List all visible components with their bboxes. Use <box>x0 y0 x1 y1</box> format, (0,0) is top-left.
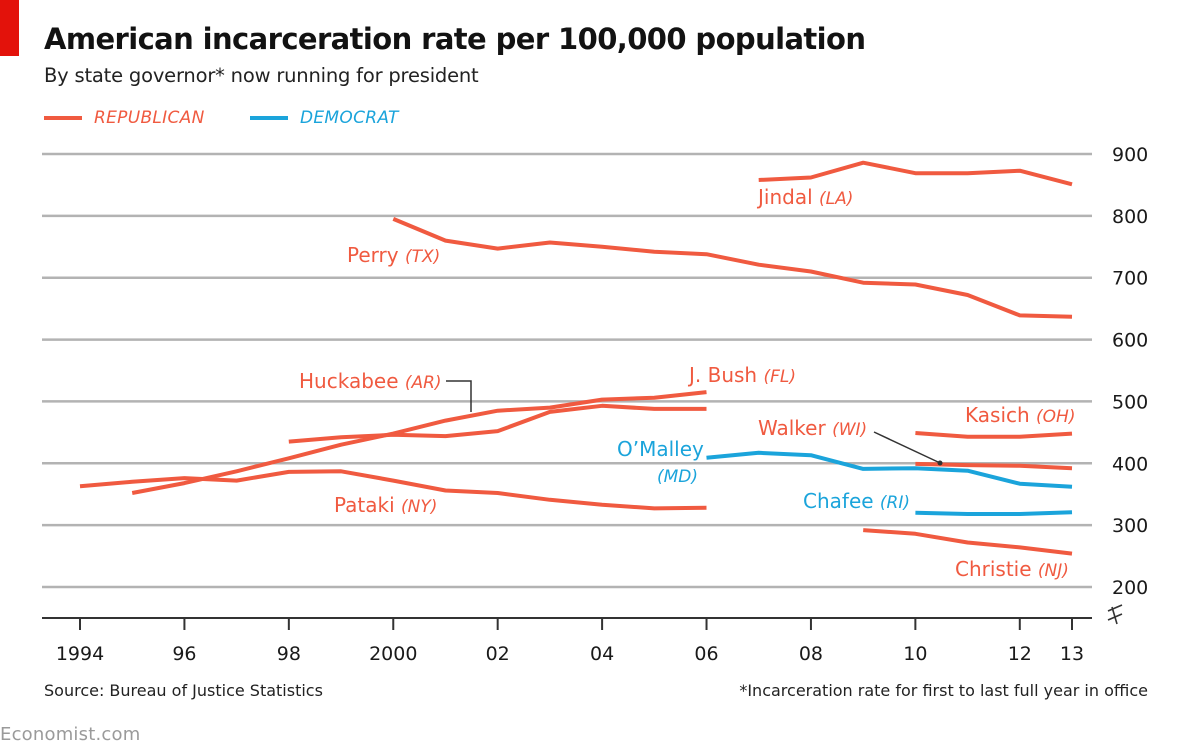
series-line-jbush <box>131 390 707 495</box>
y-tick-label-600: 600 <box>1112 330 1148 352</box>
x-tick-label-2000: 2000 <box>369 643 417 665</box>
series-line-huckabee <box>288 403 707 444</box>
series-line-christie <box>863 528 1073 556</box>
series-label-state: (FL) <box>763 367 796 387</box>
series-label-name: Perry <box>347 243 405 267</box>
y-axis-break-mark <box>1107 604 1123 625</box>
series-label-chafee: Chafee (RI) <box>803 489 910 513</box>
x-tick-label-2010: 10 <box>903 643 927 665</box>
x-tick-label-1998: 98 <box>277 643 301 665</box>
series-label-jindal: Jindal (LA) <box>756 185 853 209</box>
axis-break-strokes <box>1107 604 1123 625</box>
y-tick-label-500: 500 <box>1112 391 1148 413</box>
series-label-name: Huckabee <box>299 369 405 393</box>
x-tick-label-1994: 1994 <box>56 643 104 665</box>
series-label-state: (NJ) <box>1038 561 1069 581</box>
y-tick-label-800: 800 <box>1112 206 1148 228</box>
series-line-kasich <box>915 431 1073 439</box>
x-tick-label-2002: 02 <box>486 643 510 665</box>
x-tick-label-2004: 04 <box>590 643 614 665</box>
series-label-state: (OH) <box>1036 407 1075 427</box>
series-line-perry <box>392 217 1073 319</box>
series-label-name: O’Malley <box>617 437 704 461</box>
legend-democrat: DEMOCRAT <box>250 108 399 128</box>
series-label-state: (LA) <box>819 189 853 209</box>
footnote: *Incarceration rate for first to last fu… <box>739 681 1148 700</box>
chart-title: American incarceration rate per 100,000 … <box>44 22 866 56</box>
x-tick-label-2012: 12 <box>1008 643 1032 665</box>
series-label-name: Jindal <box>756 185 819 209</box>
series-label-omalley: O’Malley (MD) <box>617 437 704 487</box>
series-label-name: Christie <box>955 557 1038 581</box>
legend-republican-swatch <box>44 116 82 120</box>
series-label-kasich: Kasich (OH) <box>965 403 1075 427</box>
series-label-name: Kasich <box>965 403 1036 427</box>
source-note: Source: Bureau of Justice Statistics <box>44 681 323 700</box>
y-tick-label-400: 400 <box>1112 453 1148 475</box>
series-label-name: Pataki <box>334 493 401 517</box>
x-tick-label-2008: 08 <box>799 643 823 665</box>
legend-democrat-swatch <box>250 116 288 120</box>
y-tick-label-200: 200 <box>1112 577 1148 599</box>
series-label-pataki: Pataki (NY) <box>334 493 437 517</box>
y-tick-label-700: 700 <box>1112 268 1148 290</box>
brand-red-tag <box>0 0 19 56</box>
series-label-christie: Christie (NJ) <box>955 557 1069 581</box>
huckabee-leader-line <box>446 380 472 412</box>
series-label-walker: Walker (WI) <box>758 416 867 440</box>
series-label-perry: Perry (TX) <box>347 243 440 267</box>
y-tick-label-900: 900 <box>1112 144 1148 166</box>
series-line-pataki <box>79 469 707 511</box>
legend-republican-label: REPUBLICAN <box>94 108 205 128</box>
series-label-name: Chafee <box>803 489 880 513</box>
walker-leader-line <box>873 431 939 463</box>
x-tick-label-2013: 13 <box>1060 643 1084 665</box>
series-label-state: (MD) <box>657 467 698 487</box>
brand-label: Economist.com <box>0 724 141 745</box>
series-label-state: (RI) <box>880 493 910 513</box>
series-label-name: J. Bush <box>687 363 763 387</box>
walker-leader-dot <box>937 460 943 466</box>
series-label-jbush: J. Bush (FL) <box>687 363 796 387</box>
x-tick-label-1996: 96 <box>172 643 196 665</box>
series-label-state: (AR) <box>405 373 442 393</box>
series-line-chafee <box>915 510 1073 516</box>
series-label-state: (NY) <box>401 497 437 517</box>
series-label-name: Walker <box>758 416 832 440</box>
series-label-huckabee: Huckabee (AR) <box>299 369 442 393</box>
legend-republican: REPUBLICAN <box>44 108 205 128</box>
series-label-state: (WI) <box>832 420 867 440</box>
y-tick-label-300: 300 <box>1112 515 1148 537</box>
series-line-omalley <box>706 450 1073 489</box>
series-label-state: (TX) <box>405 247 440 267</box>
legend-democrat-label: DEMOCRAT <box>300 108 399 128</box>
x-tick-label-2006: 06 <box>694 643 718 665</box>
chart-subtitle: By state governor* now running for presi… <box>44 64 479 87</box>
series-line-jindal <box>758 160 1073 187</box>
